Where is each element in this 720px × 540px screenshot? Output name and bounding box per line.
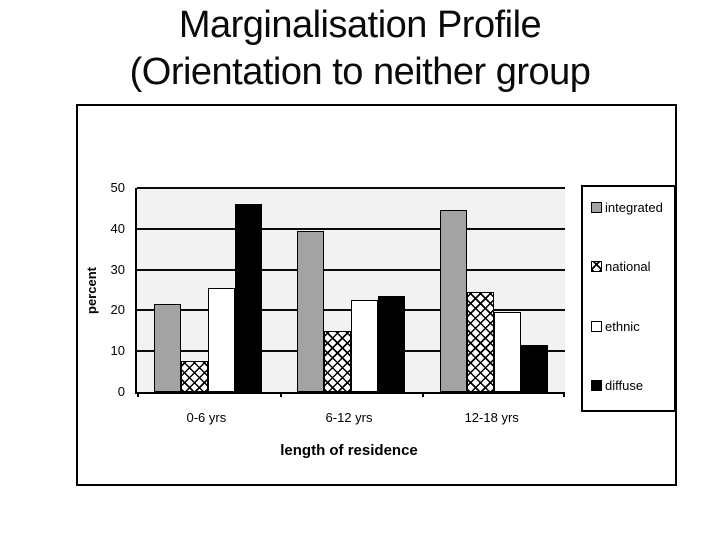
x-tick-label-12-18-yrs: 12-18 yrs (464, 410, 519, 425)
y-tick-label-50: 50 (110, 180, 125, 195)
x-axis-tick (563, 392, 565, 397)
legend-item-national: national (591, 259, 672, 274)
bar-ethnic (493, 312, 521, 392)
legend-item-diffuse: diffuse (591, 378, 672, 393)
legend-item-ethnic: ethnic (591, 319, 672, 334)
bar-national (466, 292, 494, 392)
bar-ethnic (208, 288, 236, 392)
gridline-30 (137, 268, 565, 271)
slide-title: Marginalisation Profile (Orientation to … (0, 2, 720, 96)
legend-swatch-ethnic-icon (591, 320, 602, 332)
slide-title-line-1: Marginalisation Profile (178, 4, 542, 46)
y-tick-label-40: 40 (110, 220, 125, 236)
x-axis-tick (137, 392, 139, 397)
legend-label-national: national (605, 259, 651, 275)
legend-label-diffuse: diffuse (605, 377, 644, 393)
slide-title-line-2: (Orientation to neither group (129, 51, 591, 93)
x-axis-title: length of residence (280, 442, 418, 459)
bar-integrated (154, 304, 182, 392)
bar-group-12-18-yrs (422, 188, 565, 392)
bar-group-0-6-yrs (137, 188, 280, 392)
bar-ethnic (350, 300, 378, 392)
legend-label-integrated: integrated (605, 200, 663, 215)
y-tick-label-10: 10 (110, 343, 125, 359)
gridline-50 (137, 187, 565, 189)
x-axis-tick-labels: 0-6 yrs 6-12 yrs 12-18 yrs (135, 410, 563, 425)
legend-swatch-diffuse-icon (591, 379, 602, 391)
legend-swatch-integrated-icon (591, 202, 602, 213)
x-axis-tick (279, 392, 282, 397)
x-tick-label-6-12-yrs: 6-12 yrs (325, 410, 373, 425)
y-tick-label-0: 0 (117, 384, 125, 399)
x-axis-tick (422, 392, 425, 397)
legend-swatch-national-icon (591, 261, 602, 273)
gridline-40 (137, 227, 565, 230)
chart-container: percent 0 10 20 30 40 50 0-6 yrs 6-12 yrs 12-18… (76, 104, 677, 486)
bar-national (323, 331, 351, 392)
bar-group-6-12-yrs (280, 188, 423, 392)
bar-integrated (439, 210, 467, 392)
bar-diffuse (520, 345, 548, 392)
bar-national (181, 361, 209, 392)
bar-integrated (296, 231, 324, 392)
y-tick-label-20: 20 (110, 302, 125, 318)
legend-label-ethnic: ethnic (605, 318, 640, 334)
y-tick-label-30: 30 (110, 261, 125, 277)
y-axis-tick-labels: 0 10 20 30 40 50 (78, 180, 129, 399)
bar-diffuse (235, 204, 263, 392)
bar-diffuse (377, 296, 405, 392)
x-tick-label-0-6-yrs: 0-6 yrs (186, 410, 227, 425)
legend-item-integrated: integrated (591, 200, 672, 215)
chart-legend: integrated national ethnic diffuse (581, 185, 676, 412)
plot-area (135, 187, 565, 397)
